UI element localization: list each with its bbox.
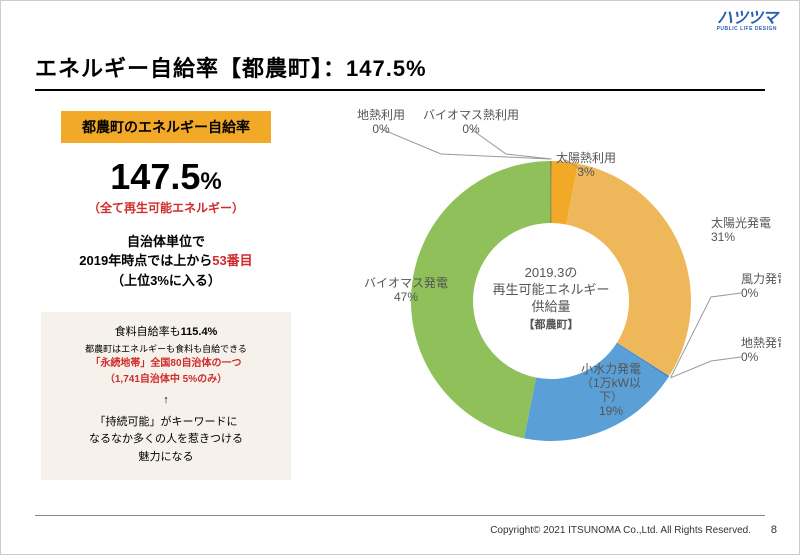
label-name-地熱発電-0: 地熱発電 [741,336,781,350]
center-text-3: 【都農町】 [524,317,579,331]
label-pct-地熱発電: 0% [741,350,759,364]
label-pct-太陽熱利用: 3% [577,165,595,179]
label-pct-バイオマス熱利用: 0% [462,122,480,136]
leader-バイオマス熱利用 [471,129,551,159]
label-name-小水力発電（1万kW以下）-1: （1万kW以 [581,376,641,390]
label-pct-太陽光発電: 31% [711,230,735,244]
footer-line [35,515,765,516]
label-name-小水力発電（1万kW以下）-0: 小水力発電 [581,362,641,376]
left-column: 都農町のエネルギー自給率 147.5% （全て再生可能エネルギー） 自治体単位で… [41,111,291,480]
info-line1-bold: 115.4% [181,326,218,338]
logo-subtitle: PUBLIC LIFE DESIGN [717,27,777,32]
page-number: 8 [771,524,777,536]
label-name-小水力発電（1万kW以下）-2: 下） [599,390,623,404]
big-percent-unit: % [200,168,221,195]
info-line1-pre: 食料自給率も [115,326,181,338]
label-name-地熱利用-0: 地熱利用 [357,108,405,122]
info-line6: なるなか多くの人を惹きつける [51,431,281,449]
rank-line2: 2019年時点では上から53番目 [41,251,291,271]
logo-text: ハツツマ [717,11,777,27]
rank-line2-red: 53番目 [212,253,252,268]
info-line4: （1,741自治体中 5%のみ） [51,372,281,388]
donut-svg: 2019.3の再生可能エネルギー供給量【都農町】バイオマス熱利用0%太陽熱利用3… [301,101,781,471]
info-line1: 食料自給率も115.4% [51,324,281,342]
center-text-1: 再生可能エネルギー [492,282,609,297]
info-arrow: ↑ [51,392,281,410]
rank-block: 自治体単位で 2019年時点では上から53番目 （上位3%に入る） [41,232,291,291]
label-name-バイオマス熱利用-0: バイオマス熱利用 [423,108,519,122]
slide: ハツツマ PUBLIC LIFE DESIGN エネルギー自給率【都農町】：14… [0,0,800,555]
label-pct-小水力発電（1万kW以下）: 19% [599,404,623,418]
info-line2: 都農町はエネルギーも食料も自給できる [51,342,281,356]
logo: ハツツマ PUBLIC LIFE DESIGN [717,11,777,32]
donut-chart: 2019.3の再生可能エネルギー供給量【都農町】バイオマス熱利用0%太陽熱利用3… [301,101,781,471]
big-percent: 147.5% [41,157,291,197]
page-title: エネルギー自給率【都農町】：147.5% [35,51,765,91]
leader-地熱発電 [670,357,741,378]
info-line7: 魅力になる [51,449,281,467]
label-name-太陽光発電-0: 太陽光発電 [711,215,771,230]
label-pct-地熱利用: 0% [372,122,390,136]
rank-line1: 自治体単位で [41,232,291,252]
big-percent-value: 147.5 [110,156,200,197]
info-box: 食料自給率も115.4% 都農町はエネルギーも食料も自給できる 「永続地帯」全国… [41,312,291,480]
copyright: Copyright© 2021 ITSUNOMA Co.,Ltd. All Ri… [490,525,751,536]
rank-line2-pre: 2019年時点では上から [79,253,212,268]
label-name-バイオマス発電-0: バイオマス発電 [364,276,448,290]
info-line5: 「持続可能」がキーワードに [51,414,281,432]
label-pct-風力発電: 0% [741,286,759,300]
label-name-太陽熱利用-0: 太陽熱利用 [556,150,616,165]
center-text-0: 2019.3の [525,265,578,280]
slice-太陽光発電 [566,164,691,376]
label-name-風力発電-0: 風力発電 [741,272,781,286]
info-line3: 「永続地帯」全国80自治体の一つ [51,356,281,372]
label-pct-バイオマス発電: 47% [394,290,418,304]
rank-line3: （上位3%に入る） [41,271,291,291]
badge: 都農町のエネルギー自給率 [61,111,271,143]
slice-バイオマス発電 [411,161,551,438]
red-subtitle: （全て再生可能エネルギー） [41,199,291,216]
center-text-2: 供給量 [531,299,570,314]
